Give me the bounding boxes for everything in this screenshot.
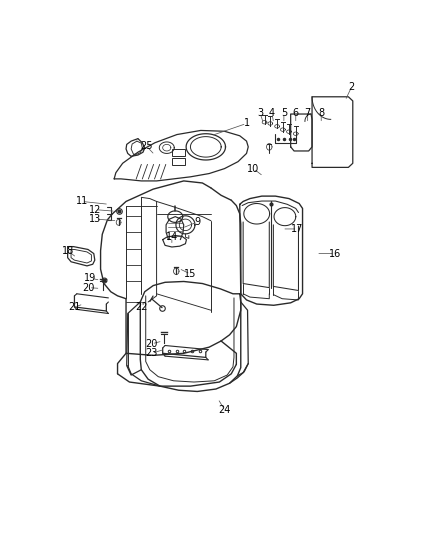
Text: 13: 13 xyxy=(89,214,102,224)
Text: 12: 12 xyxy=(89,205,102,215)
Text: 6: 6 xyxy=(293,108,299,118)
Text: 10: 10 xyxy=(247,164,259,174)
Text: 23: 23 xyxy=(145,348,158,358)
Text: 3: 3 xyxy=(257,108,263,118)
Text: 24: 24 xyxy=(218,405,231,415)
Text: 17: 17 xyxy=(291,224,304,234)
Text: 2: 2 xyxy=(349,82,355,92)
Text: 21: 21 xyxy=(68,302,81,312)
Text: 15: 15 xyxy=(184,269,197,279)
Text: 20: 20 xyxy=(145,339,158,349)
Bar xyxy=(172,149,185,156)
Text: 7: 7 xyxy=(304,108,311,118)
Text: 5: 5 xyxy=(281,108,287,118)
Text: 16: 16 xyxy=(328,248,341,259)
Text: 20: 20 xyxy=(82,282,95,293)
Text: 22: 22 xyxy=(135,302,148,312)
Text: 11: 11 xyxy=(76,197,88,206)
Text: 8: 8 xyxy=(318,108,324,118)
Text: 25: 25 xyxy=(140,141,153,151)
Text: 19: 19 xyxy=(84,273,96,283)
Bar xyxy=(172,158,185,165)
Text: 9: 9 xyxy=(194,217,200,227)
Text: 14: 14 xyxy=(166,232,178,242)
Text: 18: 18 xyxy=(61,246,74,256)
Text: 1: 1 xyxy=(244,118,250,128)
Text: 4: 4 xyxy=(269,108,275,118)
